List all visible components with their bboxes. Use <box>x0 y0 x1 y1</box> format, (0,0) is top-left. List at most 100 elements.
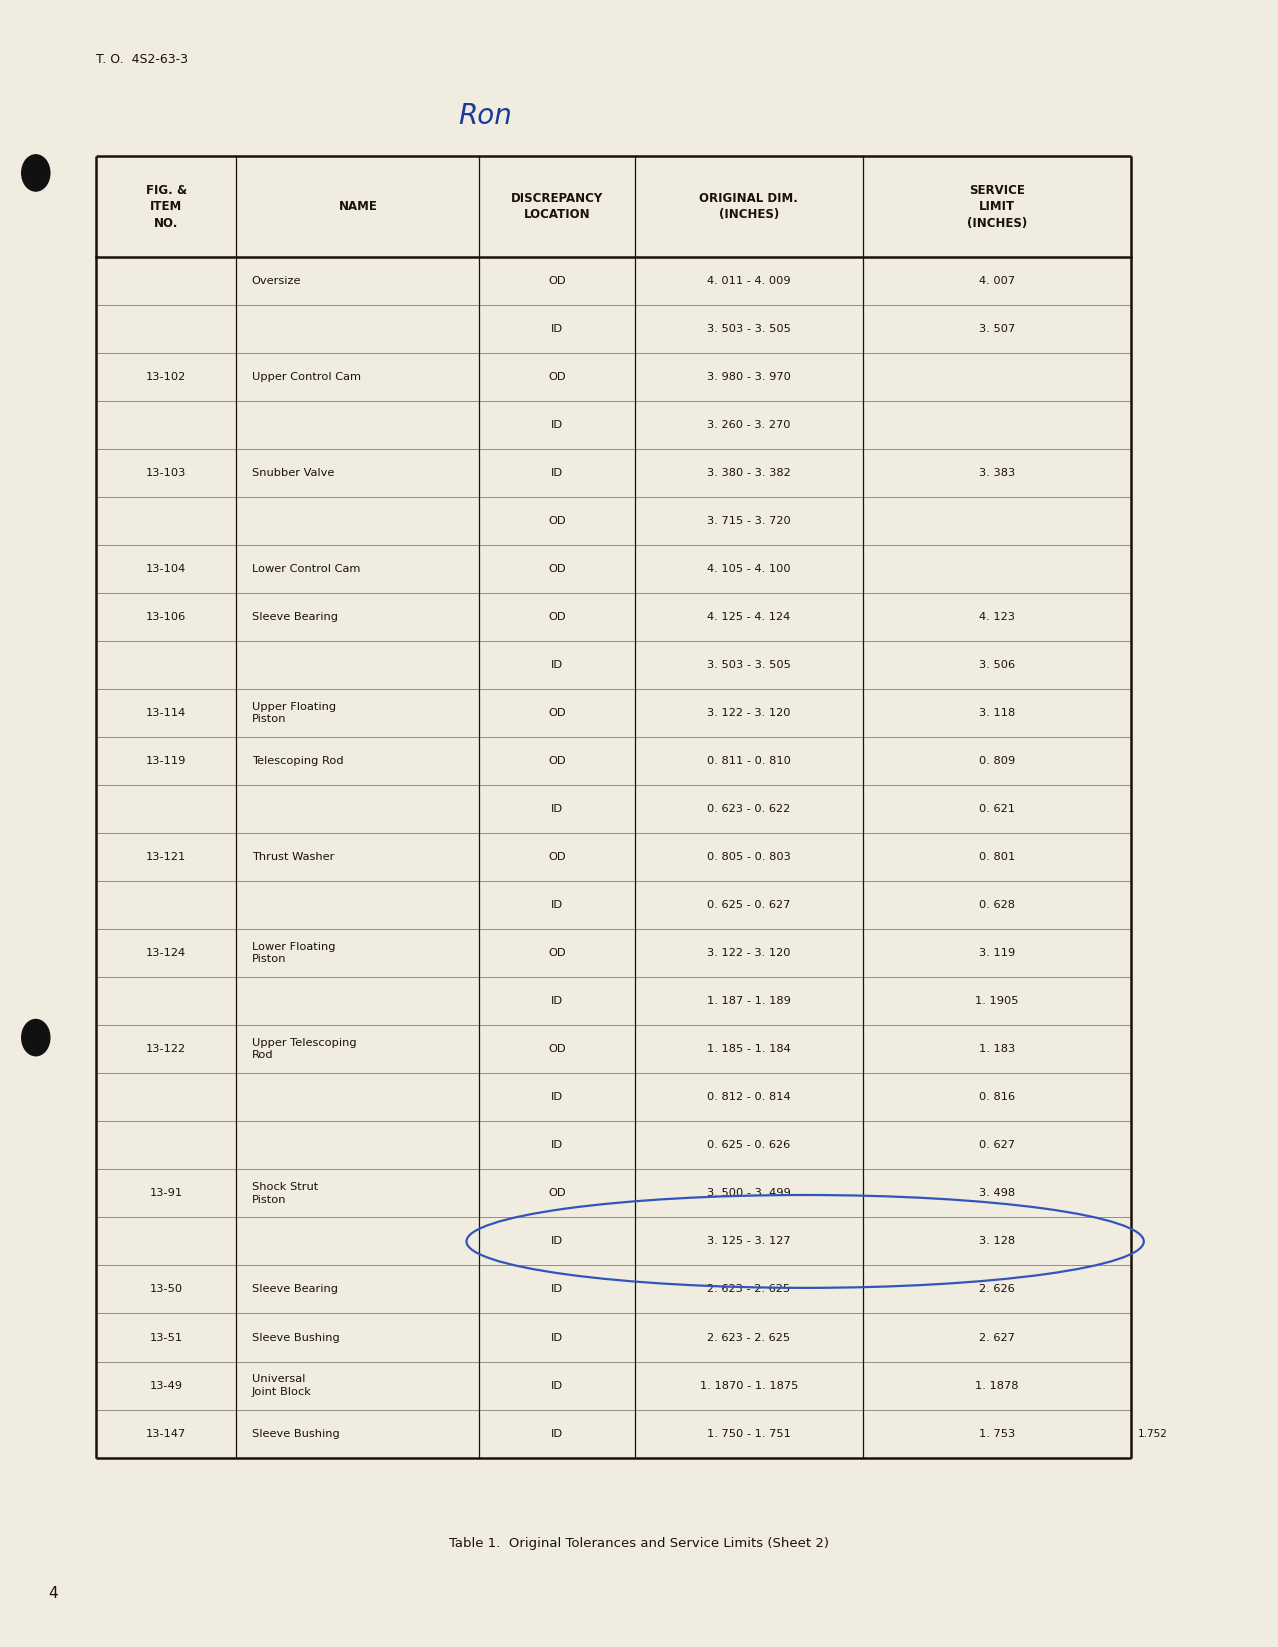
Text: 1. 750 - 1. 751: 1. 750 - 1. 751 <box>707 1428 791 1438</box>
Text: 13-50: 13-50 <box>150 1285 183 1295</box>
Text: 13-119: 13-119 <box>146 756 187 766</box>
Text: Sleeve Bearing: Sleeve Bearing <box>252 613 337 623</box>
Text: 4. 125 - 4. 124: 4. 125 - 4. 124 <box>707 613 791 623</box>
Text: 1. 185 - 1. 184: 1. 185 - 1. 184 <box>707 1044 791 1054</box>
Text: Upper Floating
Piston: Upper Floating Piston <box>252 702 336 725</box>
Text: 0. 801: 0. 801 <box>979 851 1015 861</box>
Text: Sleeve Bushing: Sleeve Bushing <box>252 1428 340 1438</box>
Text: Lower Control Cam: Lower Control Cam <box>252 563 360 573</box>
Text: 13-106: 13-106 <box>146 613 187 623</box>
Text: 3. 715 - 3. 720: 3. 715 - 3. 720 <box>707 516 791 525</box>
Text: Thrust Washer: Thrust Washer <box>252 851 334 861</box>
Circle shape <box>22 1019 50 1056</box>
Text: OD: OD <box>548 756 566 766</box>
Text: ID: ID <box>551 1380 564 1390</box>
Text: 3. 980 - 3. 970: 3. 980 - 3. 970 <box>707 372 791 382</box>
Text: 0. 812 - 0. 814: 0. 812 - 0. 814 <box>707 1092 791 1102</box>
Text: ORIGINAL DIM.
(INCHES): ORIGINAL DIM. (INCHES) <box>699 191 799 221</box>
Text: 13-147: 13-147 <box>146 1428 187 1438</box>
Text: Sleeve Bushing: Sleeve Bushing <box>252 1332 340 1342</box>
Text: 0. 625 - 0. 626: 0. 625 - 0. 626 <box>707 1140 791 1150</box>
Text: OD: OD <box>548 1189 566 1199</box>
Text: 3. 128: 3. 128 <box>979 1237 1015 1247</box>
Text: 13-114: 13-114 <box>146 708 187 718</box>
Text: OD: OD <box>548 275 566 285</box>
Text: 1. 183: 1. 183 <box>979 1044 1015 1054</box>
Text: 3. 119: 3. 119 <box>979 949 1015 959</box>
Text: OD: OD <box>548 949 566 959</box>
Text: 0. 816: 0. 816 <box>979 1092 1015 1102</box>
Text: 13-121: 13-121 <box>146 851 187 861</box>
Text: 4. 007: 4. 007 <box>979 275 1015 285</box>
Text: 0. 621: 0. 621 <box>979 804 1015 814</box>
Text: 13-51: 13-51 <box>150 1332 183 1342</box>
Text: ID: ID <box>551 660 564 670</box>
Text: Sleeve Bearing: Sleeve Bearing <box>252 1285 337 1295</box>
Text: 2. 623 - 2. 625: 2. 623 - 2. 625 <box>707 1332 791 1342</box>
Text: 4. 011 - 4. 009: 4. 011 - 4. 009 <box>707 275 791 285</box>
Text: Shock Strut
Piston: Shock Strut Piston <box>252 1183 318 1204</box>
Text: 13-103: 13-103 <box>146 468 187 478</box>
Text: 4. 105 - 4. 100: 4. 105 - 4. 100 <box>707 563 791 573</box>
Text: SERVICE
LIMIT
(INCHES): SERVICE LIMIT (INCHES) <box>966 183 1028 229</box>
Text: 13-102: 13-102 <box>146 372 187 382</box>
Text: 4: 4 <box>49 1586 59 1601</box>
Text: OD: OD <box>548 613 566 623</box>
Text: 4. 123: 4. 123 <box>979 613 1015 623</box>
Text: 0. 625 - 0. 627: 0. 625 - 0. 627 <box>707 901 791 911</box>
Text: ID: ID <box>551 996 564 1006</box>
Text: 2. 623 - 2. 625: 2. 623 - 2. 625 <box>707 1285 791 1295</box>
Text: 0. 809: 0. 809 <box>979 756 1015 766</box>
Text: 0. 623 - 0. 622: 0. 623 - 0. 622 <box>707 804 791 814</box>
Text: 3. 500 - 3. 499: 3. 500 - 3. 499 <box>707 1189 791 1199</box>
Text: 1. 1870 - 1. 1875: 1. 1870 - 1. 1875 <box>700 1380 797 1390</box>
Text: Universal
Joint Block: Universal Joint Block <box>252 1374 312 1397</box>
Text: ID: ID <box>551 420 564 430</box>
Text: ID: ID <box>551 1092 564 1102</box>
Text: 1.752: 1.752 <box>1137 1428 1167 1438</box>
Text: FIG. &
ITEM
NO.: FIG. & ITEM NO. <box>146 183 187 229</box>
Text: ID: ID <box>551 1237 564 1247</box>
Text: 0. 811 - 0. 810: 0. 811 - 0. 810 <box>707 756 791 766</box>
Text: Upper Telescoping
Rod: Upper Telescoping Rod <box>252 1038 357 1061</box>
Text: T. O.  4S2-63-3: T. O. 4S2-63-3 <box>96 53 188 66</box>
Text: 1. 187 - 1. 189: 1. 187 - 1. 189 <box>707 996 791 1006</box>
Text: Telescoping Rod: Telescoping Rod <box>252 756 344 766</box>
Text: 1. 1878: 1. 1878 <box>975 1380 1019 1390</box>
Text: ID: ID <box>551 1332 564 1342</box>
Text: 3. 260 - 3. 270: 3. 260 - 3. 270 <box>707 420 791 430</box>
Text: ID: ID <box>551 1140 564 1150</box>
Text: 2. 627: 2. 627 <box>979 1332 1015 1342</box>
Text: Lower Floating
Piston: Lower Floating Piston <box>252 942 335 965</box>
Text: 13-122: 13-122 <box>146 1044 187 1054</box>
Text: 3. 380 - 3. 382: 3. 380 - 3. 382 <box>707 468 791 478</box>
Text: ID: ID <box>551 468 564 478</box>
Text: OD: OD <box>548 1044 566 1054</box>
Text: 0. 805 - 0. 803: 0. 805 - 0. 803 <box>707 851 791 861</box>
Circle shape <box>22 155 50 191</box>
Text: 13-124: 13-124 <box>146 949 187 959</box>
Text: 3. 122 - 3. 120: 3. 122 - 3. 120 <box>707 949 791 959</box>
Text: 3. 122 - 3. 120: 3. 122 - 3. 120 <box>707 708 791 718</box>
Text: 3. 503 - 3. 505: 3. 503 - 3. 505 <box>707 660 791 670</box>
Text: Table 1.  Original Tolerances and Service Limits (Sheet 2): Table 1. Original Tolerances and Service… <box>449 1537 829 1550</box>
Text: 0. 628: 0. 628 <box>979 901 1015 911</box>
Text: ID: ID <box>551 1285 564 1295</box>
Text: OD: OD <box>548 851 566 861</box>
Text: Oversize: Oversize <box>252 275 302 285</box>
Text: NAME: NAME <box>339 199 377 212</box>
Text: Snubber Valve: Snubber Valve <box>252 468 334 478</box>
Text: Ron: Ron <box>459 102 512 130</box>
Text: 3. 118: 3. 118 <box>979 708 1015 718</box>
Text: ID: ID <box>551 1428 564 1438</box>
Text: Upper Control Cam: Upper Control Cam <box>252 372 360 382</box>
Text: 3. 383: 3. 383 <box>979 468 1015 478</box>
Text: ID: ID <box>551 901 564 911</box>
Text: OD: OD <box>548 563 566 573</box>
Text: 13-104: 13-104 <box>146 563 187 573</box>
Text: ID: ID <box>551 324 564 334</box>
Text: DISCREPANCY
LOCATION: DISCREPANCY LOCATION <box>511 191 603 221</box>
Text: 2. 626: 2. 626 <box>979 1285 1015 1295</box>
Text: ID: ID <box>551 804 564 814</box>
Text: 1. 1905: 1. 1905 <box>975 996 1019 1006</box>
